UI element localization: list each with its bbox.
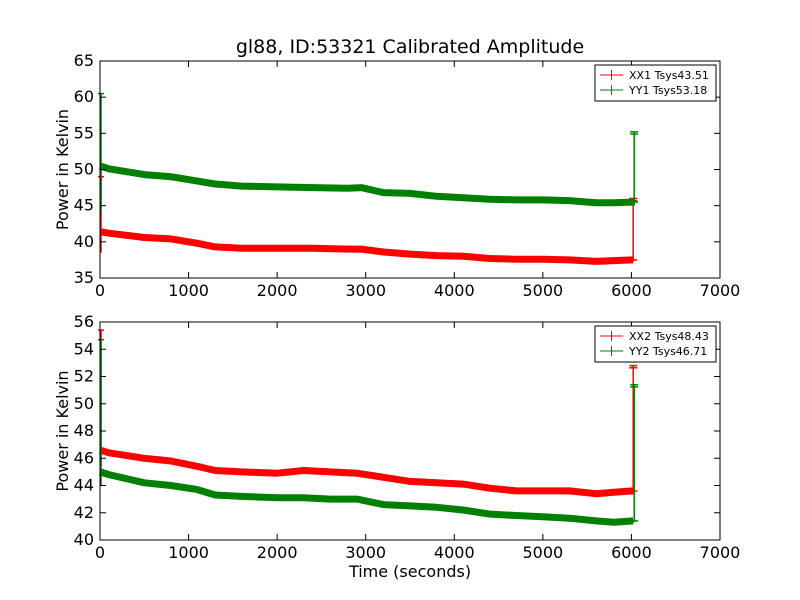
y-tick-label: 42 — [74, 503, 94, 522]
series-line — [99, 228, 634, 265]
y-tick-label: 48 — [74, 421, 94, 440]
legend-box — [594, 325, 717, 363]
legend: XX1 Tsys43.51 YY1 Tsys53.18 — [594, 64, 717, 102]
bottom-panel: 0 1000 2000 3000 4000 5000 6000 7000 40 42 44 46 48 5… — [53, 312, 740, 581]
x-tick-label: 5000 — [522, 281, 563, 300]
series-2 — [98, 338, 639, 526]
y-tick-label: 50 — [74, 160, 94, 179]
x-tick-label: 4000 — [434, 543, 475, 562]
y-axis-label: Power in Kelvin — [53, 109, 72, 230]
x-tick-label: 5000 — [522, 543, 563, 562]
y-tick-label: 52 — [74, 367, 94, 386]
x-tick-label: 1000 — [168, 543, 209, 562]
top-panel: gl88, ID:53321 Calibrated Amplitude 0 1000… — [53, 36, 740, 300]
chart-title: gl88, ID:53321 Calibrated Amplitude — [236, 36, 584, 58]
x-tick-label: 3000 — [345, 281, 386, 300]
y-tick-label: 35 — [74, 268, 94, 287]
legend-label: XX1 Tsys43.51 — [629, 69, 709, 82]
y-tick-label: 54 — [74, 339, 94, 358]
legend-entry: XX2 Tsys48.43 — [600, 330, 709, 343]
legend-label: YY1 Tsys53.18 — [628, 84, 707, 97]
x-tick-label: 2000 — [257, 281, 298, 300]
legend-label: YY2 Tsys46.71 — [628, 345, 707, 358]
y-tick-label: 46 — [74, 448, 94, 467]
y-tick-label: 56 — [74, 312, 94, 331]
y-tick-label: 60 — [74, 87, 94, 106]
legend-box — [594, 64, 717, 102]
y-tick-label: 44 — [74, 476, 94, 495]
x-tick-label: 4000 — [434, 281, 475, 300]
y-tick-label: 45 — [74, 196, 94, 215]
y-tick-label: 40 — [74, 232, 94, 251]
x-tick-label: 2000 — [257, 543, 298, 562]
x-tick-label: 3000 — [345, 543, 386, 562]
legend-entry: YY1 Tsys53.18 — [600, 84, 707, 97]
y-tick-label: 55 — [74, 123, 94, 142]
x-tick-label: 6000 — [611, 543, 652, 562]
y-tick-label: 40 — [74, 530, 94, 549]
y-axis-label: Power in Kelvin — [53, 370, 72, 491]
series-line — [98, 446, 634, 498]
legend-label: XX2 Tsys48.43 — [629, 330, 709, 343]
series-1 — [98, 329, 638, 498]
legend-entry: YY2 Tsys46.71 — [600, 345, 707, 358]
series-line — [98, 162, 634, 207]
x-tick-label: 1000 — [168, 281, 209, 300]
y-tick-label: 50 — [74, 394, 94, 413]
x-axis-label: Time (seconds) — [348, 562, 471, 581]
x-tick-label: 0 — [95, 281, 105, 300]
series-line — [98, 468, 634, 526]
x-tick-label: 7000 — [700, 543, 741, 562]
x-tick-label: 0 — [95, 543, 105, 562]
legend: XX2 Tsys48.43 YY2 Tsys46.71 — [594, 325, 717, 363]
x-tick-label: 7000 — [700, 281, 741, 300]
series-2 — [98, 92, 639, 213]
x-tick-label: 6000 — [611, 281, 652, 300]
legend-entry: XX1 Tsys43.51 — [600, 69, 709, 82]
y-tick-label: 65 — [74, 51, 94, 70]
